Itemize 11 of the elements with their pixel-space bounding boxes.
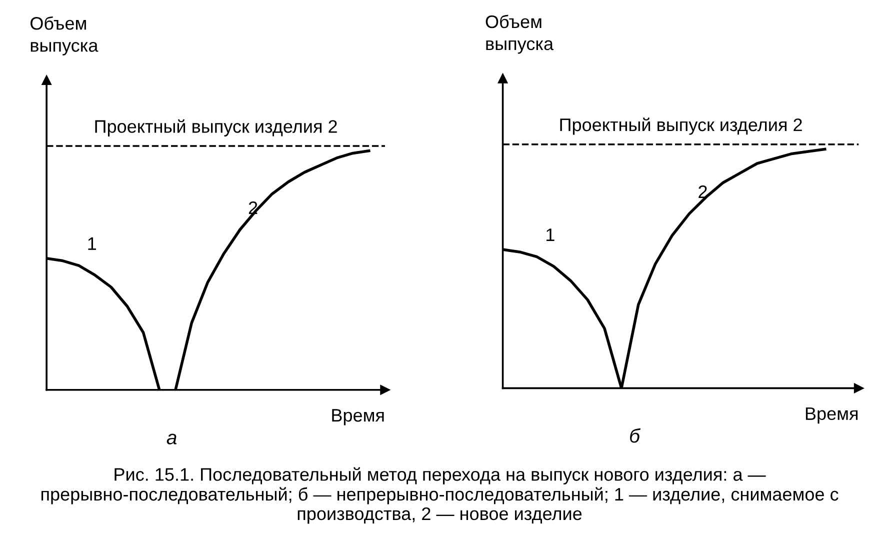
series-label: 1: [88, 237, 96, 250]
x-axis-title: Время: [332, 409, 384, 426]
ref-line-label: Проектный выпуск изделия 2: [560, 118, 802, 135]
y-axis-title: Объем выпуска: [30, 16, 98, 56]
y-axis-title: Объем выпуска: [486, 14, 554, 54]
text: а: [166, 434, 177, 444]
x-axis-title: Время: [806, 407, 858, 424]
text: Рис. 15.1. Последовательный метод перехода на выпуск нового изделия: а — прерывно-последовательный; б — непрерывно-последовательный; 1 — изделие, снимаемое с производства, 2 — новое изделие: [41, 467, 838, 524]
text: б: [630, 428, 641, 443]
ref-line-label: Проектный выпуск изделия 2: [95, 119, 337, 136]
series-label: 1: [546, 228, 554, 242]
